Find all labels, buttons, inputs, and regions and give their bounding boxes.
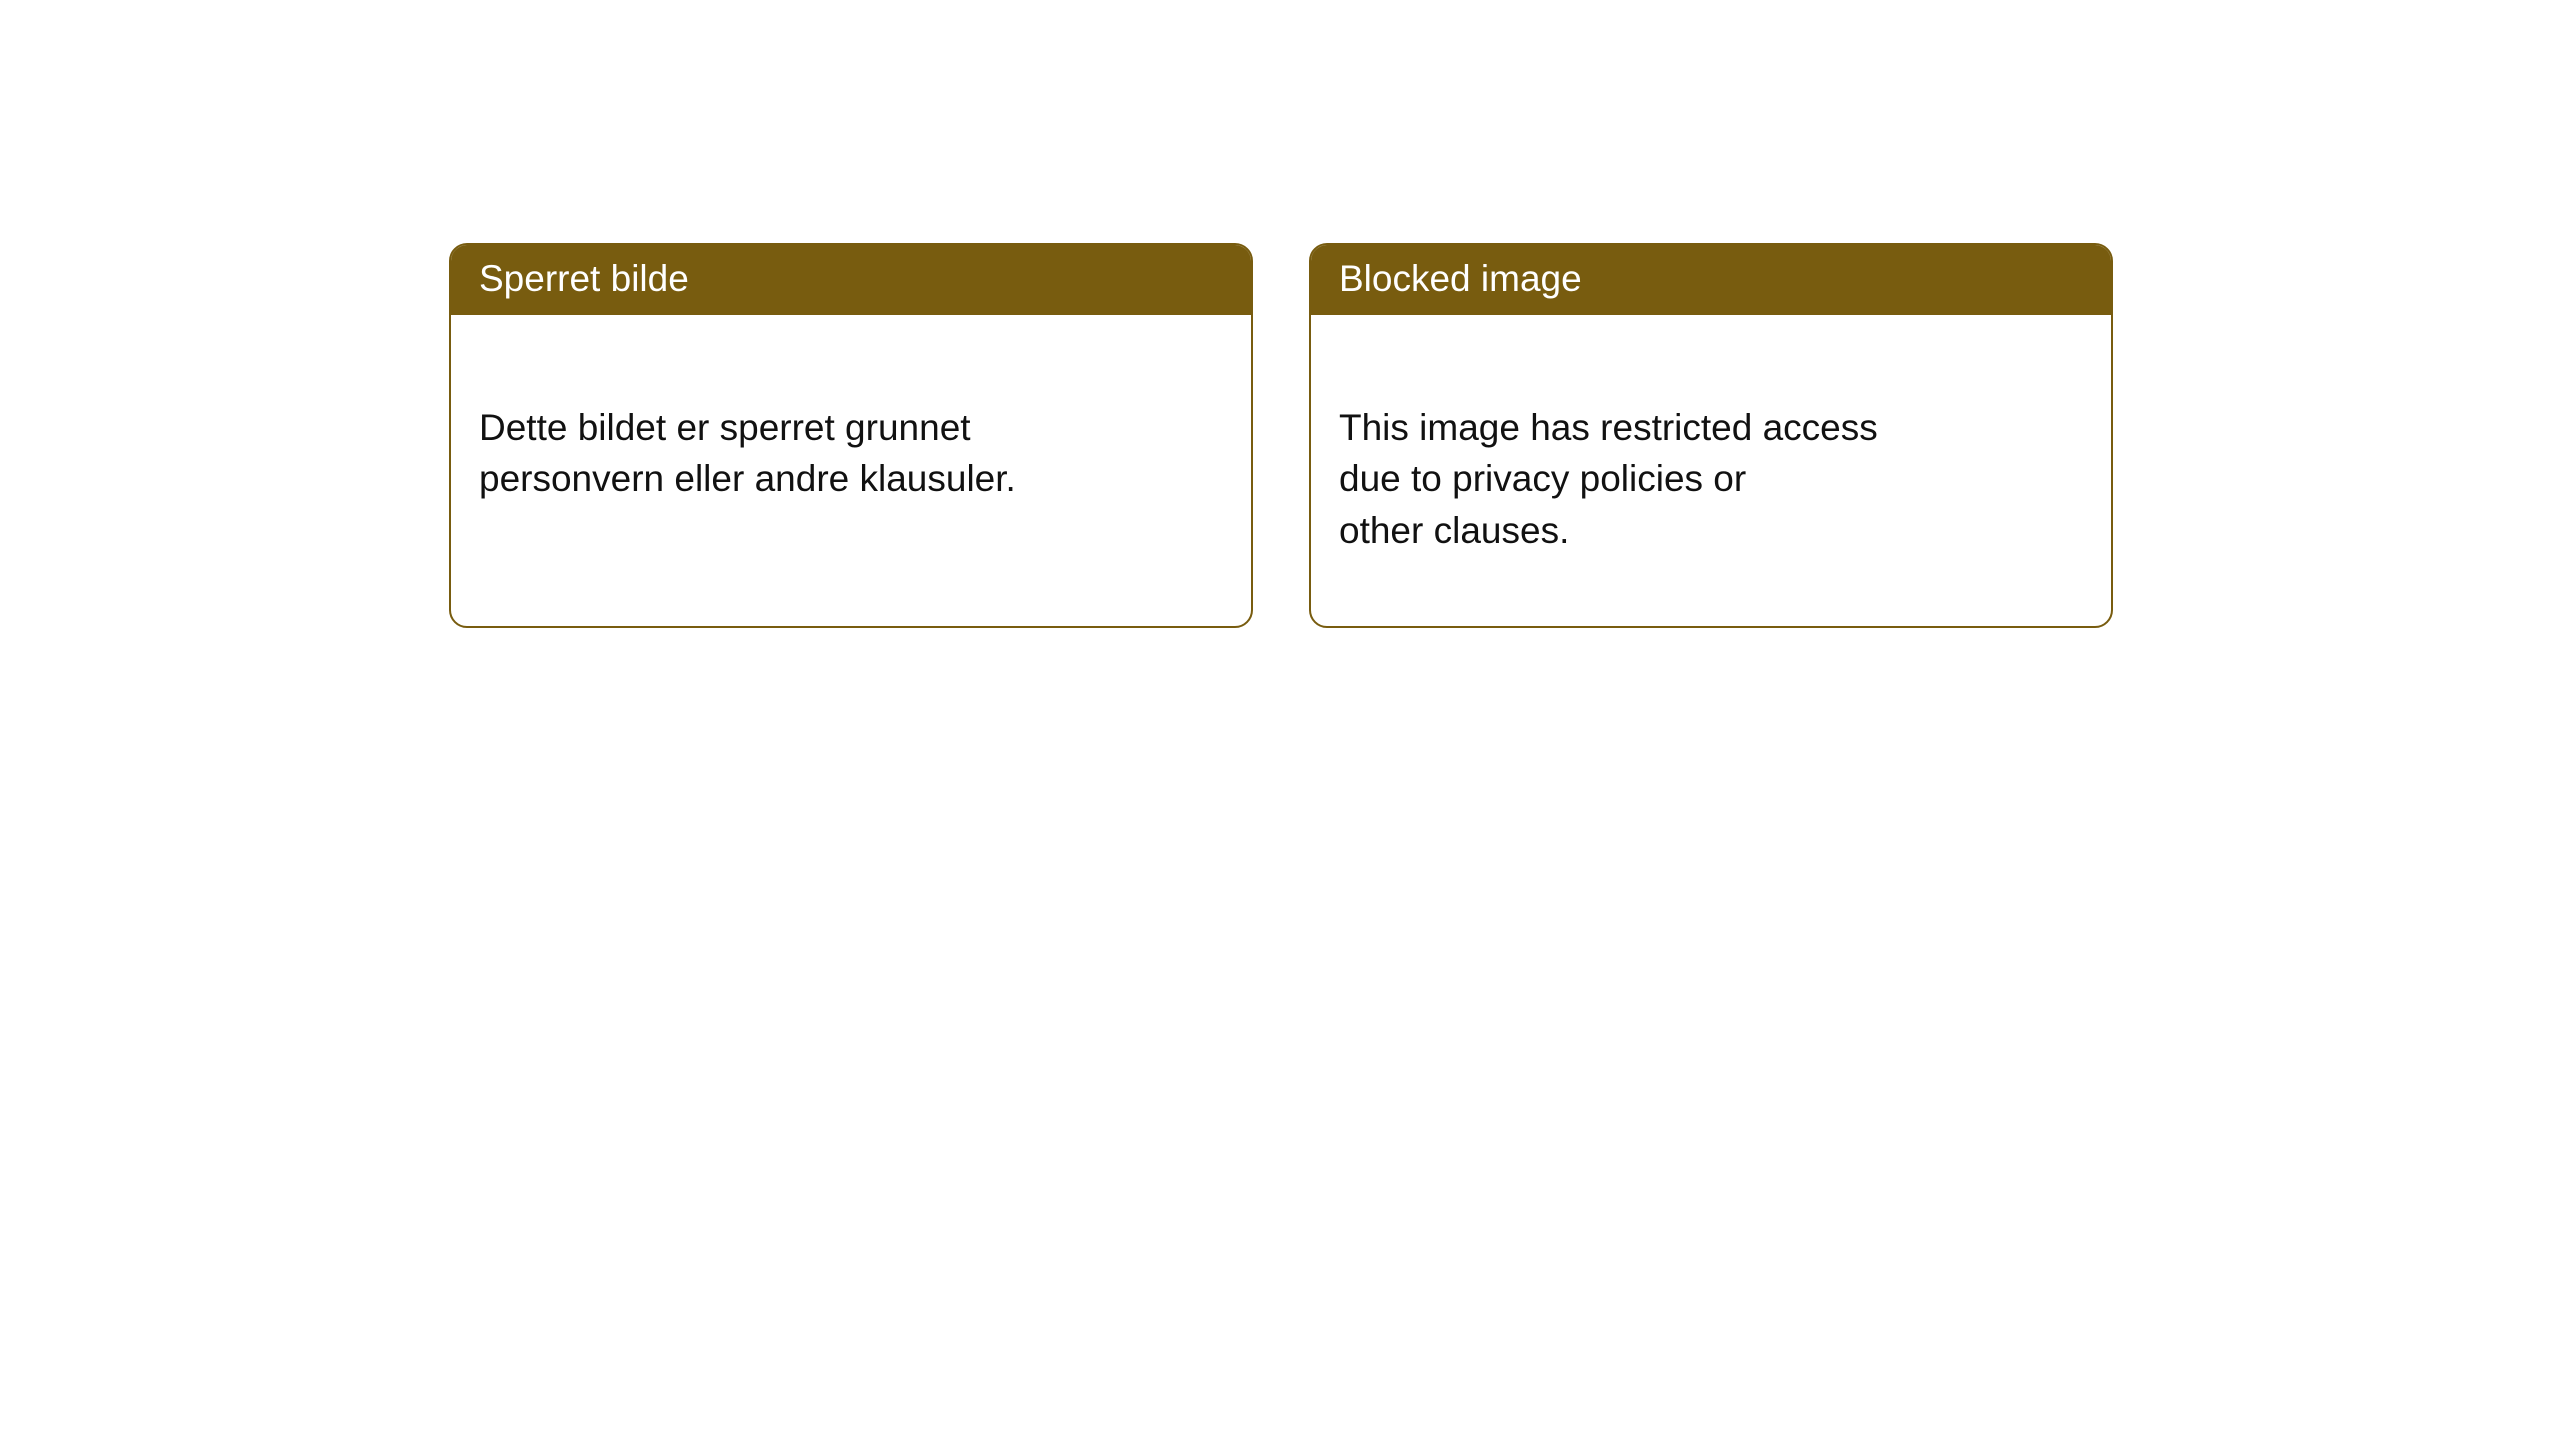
card-header: Blocked image	[1311, 245, 2111, 315]
notice-card-norwegian: Sperret bilde Dette bildet er sperret gr…	[449, 243, 1253, 628]
notice-card-english: Blocked image This image has restricted …	[1309, 243, 2113, 628]
notice-container: Sperret bilde Dette bildet er sperret gr…	[0, 0, 2560, 628]
card-body-text: Dette bildet er sperret grunnet personve…	[479, 407, 1016, 499]
card-title: Blocked image	[1339, 258, 1582, 299]
card-body: This image has restricted access due to …	[1311, 315, 2111, 625]
card-header: Sperret bilde	[451, 245, 1251, 315]
card-body-text: This image has restricted access due to …	[1339, 407, 1878, 550]
card-title: Sperret bilde	[479, 258, 689, 299]
card-body: Dette bildet er sperret grunnet personve…	[451, 315, 1251, 574]
